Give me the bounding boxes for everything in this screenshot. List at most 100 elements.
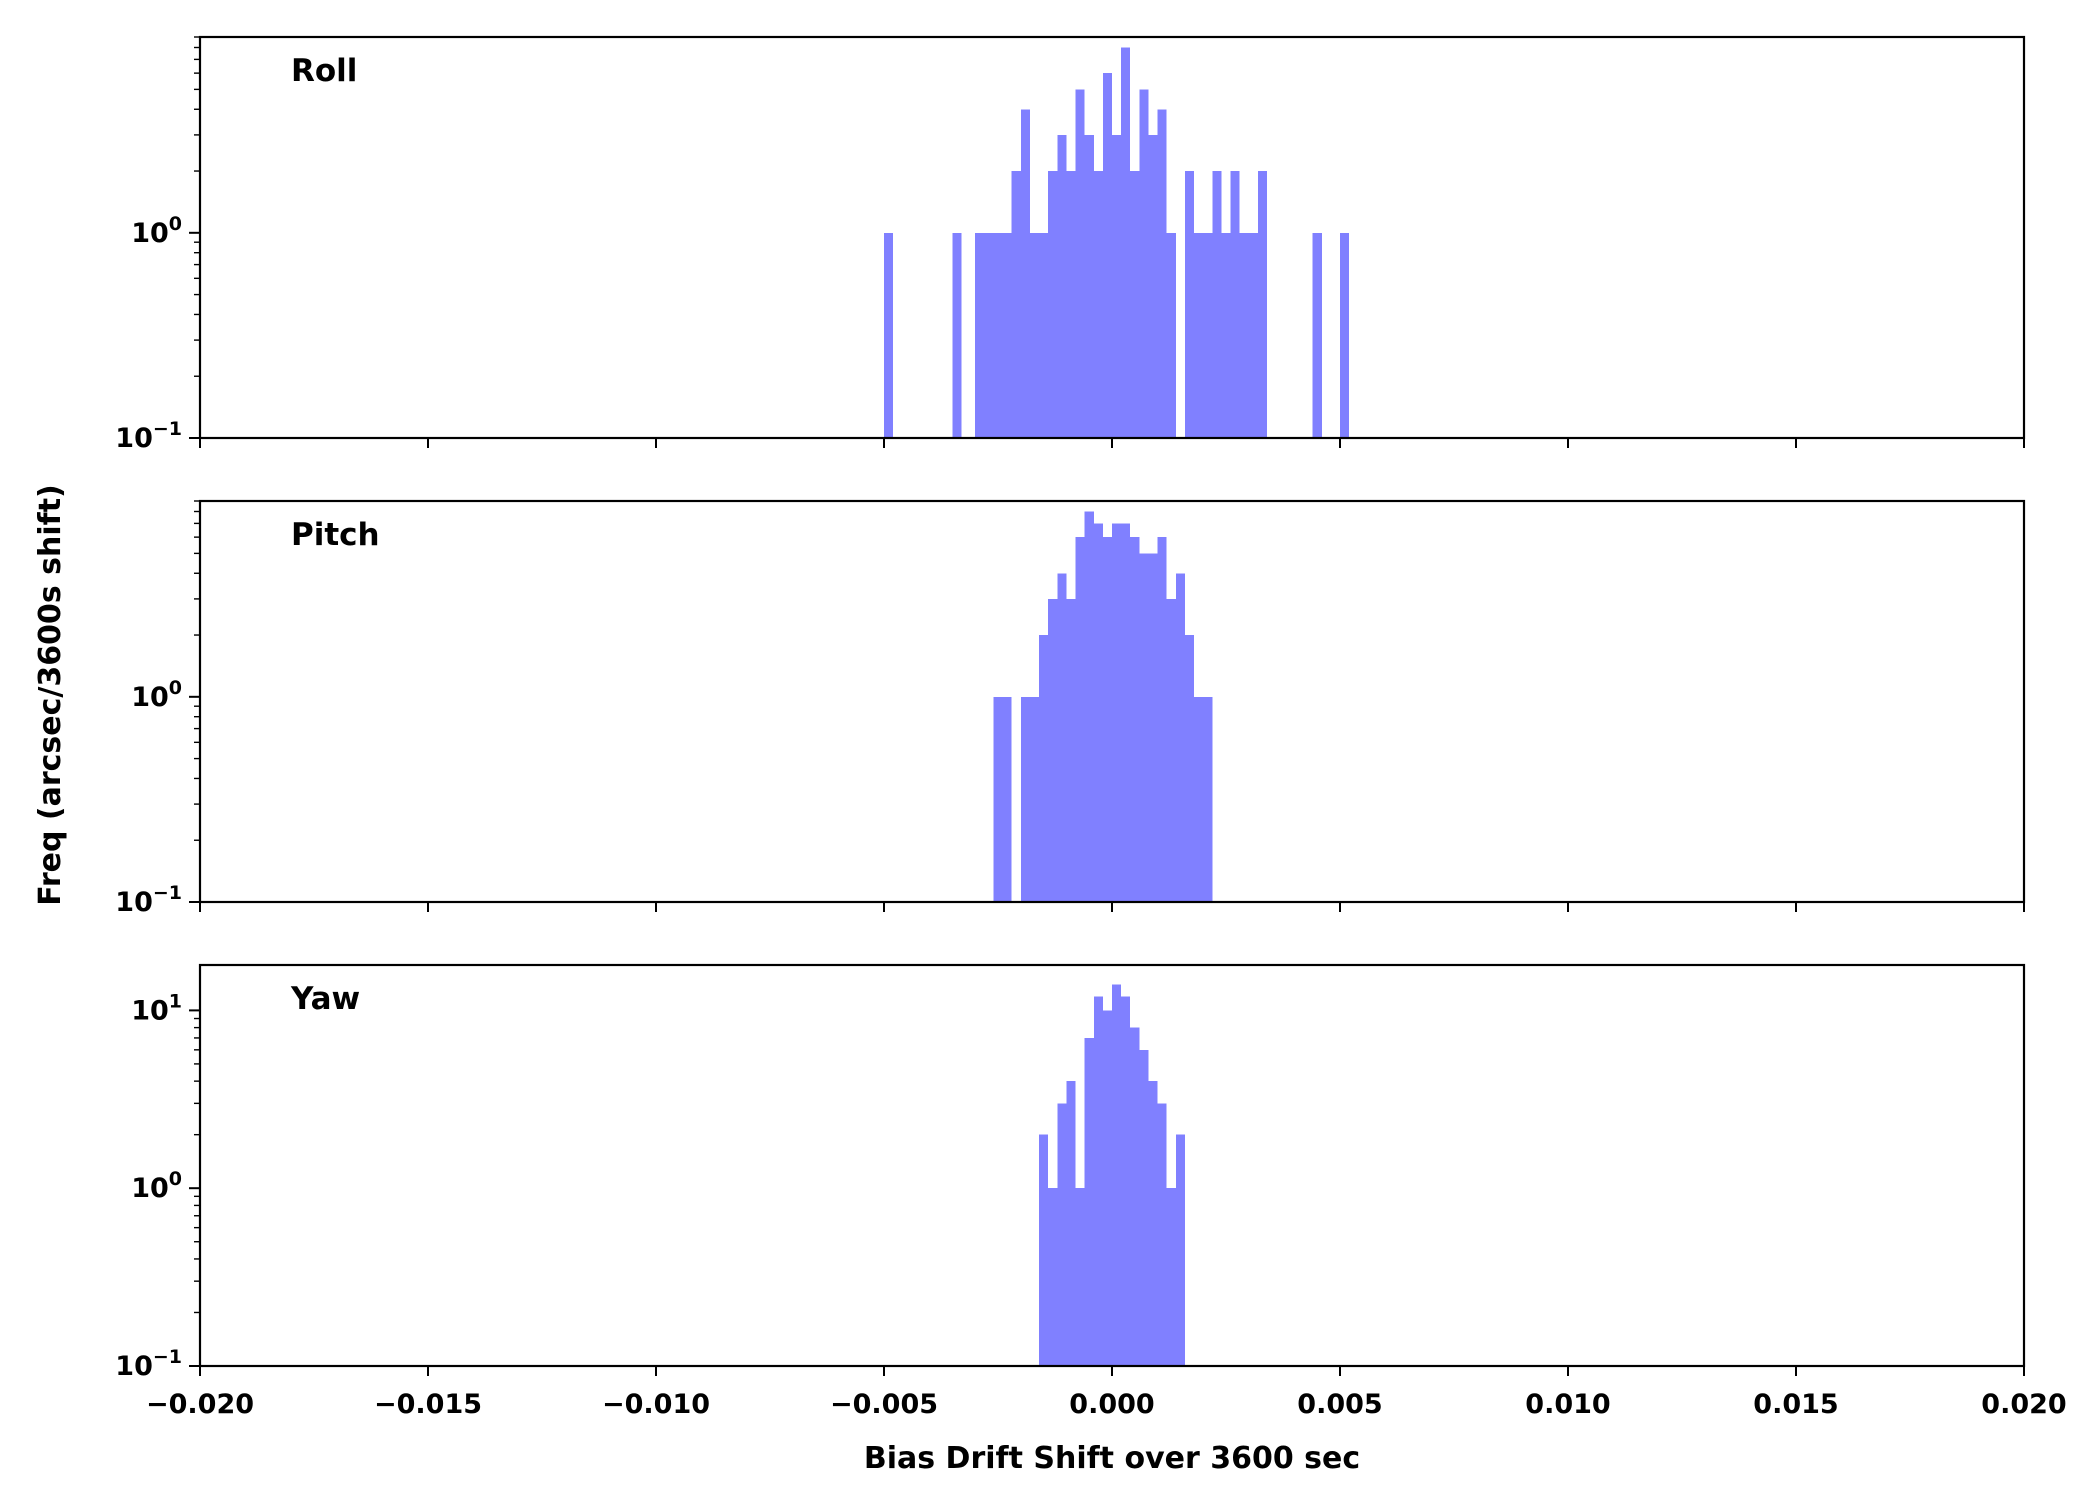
bar-pitch-11 [1102,537,1112,902]
y-tick-label-yaw-2: 101 [131,990,182,1026]
bar-pitch-21 [1194,696,1204,902]
bar-roll-31 [1248,232,1258,438]
bar-roll-27 [1212,171,1222,439]
x-tick-label-3: −0.005 [830,1389,938,1420]
bar-roll-15 [1093,171,1103,439]
bar-roll-16 [1102,73,1112,438]
panel-label-yaw: Yaw [290,981,360,1017]
bar-yaw-4 [1075,1188,1085,1366]
bar-roll-33 [1312,232,1322,438]
y-tick-label-roll-0: 10−1 [115,418,182,454]
bar-yaw-9 [1121,996,1131,1366]
bar-roll-6 [1011,171,1021,439]
bar-roll-13 [1075,89,1085,438]
bar-roll-25 [1194,232,1204,438]
bar-pitch-17 [1157,537,1167,902]
y-tick-label-roll-1: 100 [131,213,182,249]
x-tick-label-7: 0.015 [1753,1389,1838,1420]
bar-pitch-3 [1029,696,1040,902]
bar-roll-24 [1184,171,1195,439]
bar-roll-2 [975,232,985,438]
bar-pitch-10 [1093,523,1103,902]
x-axis-label: Bias Drift Shift over 3600 sec [864,1441,1360,1476]
bar-yaw-10 [1130,1027,1140,1366]
bar-roll-4 [993,232,1003,438]
bar-yaw-11 [1139,1049,1149,1366]
bar-pitch-12 [1112,523,1122,902]
bar-roll-17 [1112,134,1122,438]
bar-roll-5 [1002,232,1012,438]
bar-pitch-9 [1084,511,1094,902]
bar-yaw-6 [1093,996,1103,1366]
bar-pitch-4 [1039,635,1049,902]
y-tick-label-pitch-0: 10−1 [115,882,182,918]
y-tick-label-yaw-0: 10−1 [115,1346,182,1382]
bar-yaw-5 [1084,1037,1094,1366]
y-tick-label-pitch-1: 100 [131,677,182,713]
bar-roll-1 [952,232,962,438]
bar-pitch-8 [1075,537,1085,902]
bar-pitch-1 [1002,696,1012,902]
bar-roll-0 [884,232,894,438]
bar-roll-12 [1066,171,1076,439]
bar-yaw-14 [1166,1188,1176,1366]
bar-yaw-0 [1039,1134,1049,1366]
panel-pitch: 10−1 100 Pitch [115,499,2026,918]
bar-pitch-7 [1066,598,1076,902]
x-tick-label-6: 0.010 [1525,1389,1610,1420]
bar-roll-32 [1257,171,1268,439]
bar-pitch-13 [1121,523,1131,902]
bar-roll-26 [1203,232,1213,438]
bar-pitch-19 [1175,573,1185,902]
bar-yaw-1 [1048,1188,1058,1366]
bar-pitch-2 [1020,696,1030,902]
bar-yaw-15 [1175,1134,1185,1366]
bar-roll-18 [1121,47,1131,438]
bar-roll-22 [1157,109,1167,439]
bar-roll-21 [1148,134,1158,438]
panels-layer: 10−1 100 Roll 10−1 100 Pitch −0.020 −0.015 −0.01… [115,35,2067,1420]
bar-pitch-5 [1048,598,1058,902]
bar-pitch-18 [1166,598,1176,902]
panel-label-roll: Roll [291,53,357,89]
bar-roll-20 [1139,89,1149,438]
bar-pitch-16 [1148,553,1158,902]
bar-roll-29 [1230,171,1240,439]
bar-pitch-0 [993,696,1003,902]
panel-yaw: −0.020 −0.015 −0.010 −0.005 0.000 0.005 0.010 0… [115,963,2067,1420]
bar-yaw-8 [1112,984,1122,1366]
bar-pitch-15 [1139,553,1149,902]
bar-roll-14 [1084,134,1094,438]
bar-pitch-22 [1203,696,1213,902]
bars-roll [884,47,1350,439]
bar-roll-23 [1166,232,1176,438]
bar-yaw-7 [1102,1010,1112,1366]
y-tick-label-yaw-1: 100 [131,1168,182,1204]
bar-yaw-3 [1066,1081,1076,1366]
bar-roll-30 [1239,232,1249,438]
bar-pitch-20 [1184,635,1195,902]
bar-roll-28 [1221,232,1231,438]
bar-roll-10 [1048,171,1058,439]
panel-label-pitch: Pitch [291,517,380,553]
x-tick-label-0: −0.020 [146,1389,254,1420]
bar-roll-9 [1039,232,1049,438]
x-tick-label-4: 0.000 [1069,1389,1154,1420]
x-tick-label-1: −0.015 [374,1389,482,1420]
bar-yaw-13 [1157,1103,1167,1366]
bars-yaw [1039,984,1185,1366]
x-tick-label-2: −0.010 [602,1389,710,1420]
bar-roll-34 [1340,232,1350,438]
bar-yaw-2 [1057,1103,1067,1366]
bar-roll-11 [1057,134,1067,438]
x-tick-label-5: 0.005 [1297,1389,1382,1420]
bar-roll-8 [1029,232,1040,438]
bar-roll-19 [1130,171,1140,439]
bar-yaw-12 [1148,1081,1158,1366]
bars-pitch [993,511,1213,902]
bar-roll-7 [1020,109,1030,439]
panel-roll: 10−1 100 Roll [115,35,2026,454]
bar-roll-3 [984,232,994,438]
bar-pitch-14 [1130,537,1140,902]
